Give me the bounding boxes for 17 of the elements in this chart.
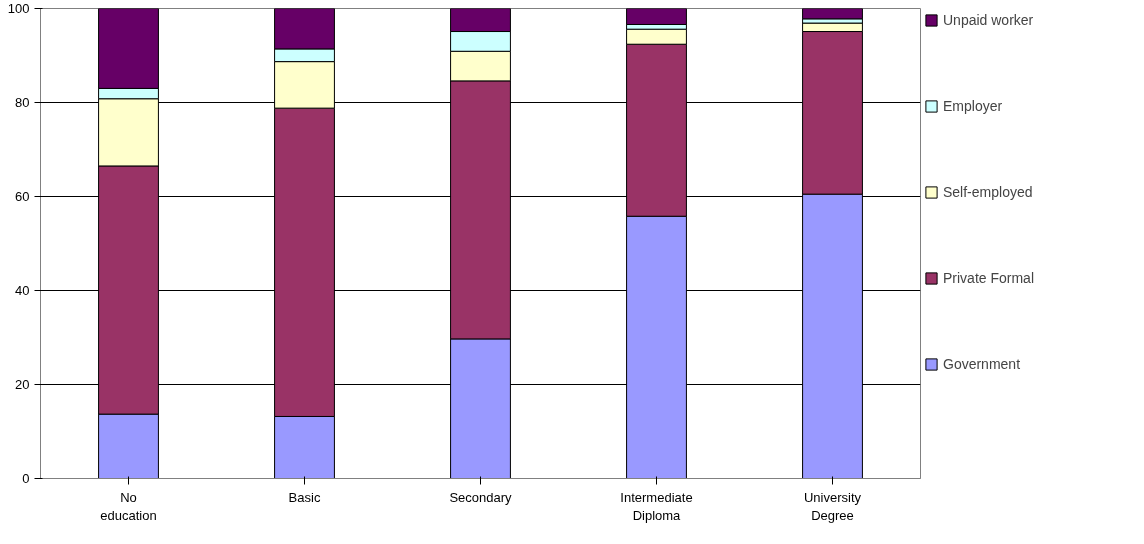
legend-label: Government [943, 356, 1021, 372]
x-tick-label: No education [100, 489, 157, 523]
x-tick-label: Intermediate Diploma [620, 489, 693, 523]
x-tick-label: Basic [288, 489, 321, 505]
x-tick-label: University Degree [803, 489, 862, 523]
bar [802, 8, 863, 20]
legend-label: Unpaid worker [943, 12, 1034, 28]
y-tick-label: 20 [15, 377, 30, 392]
legend-label: Employer [943, 98, 1003, 114]
y-tick-label: 60 [15, 189, 30, 204]
legend-label: Self-employed [943, 184, 1033, 200]
x-tick-label: Secondary [449, 489, 513, 505]
y-tick-label: 0 [22, 471, 30, 486]
y-tick-label: 100 [7, 1, 30, 16]
y-tick-label: 80 [15, 95, 30, 110]
y-tick-label: 40 [15, 283, 30, 298]
legend-label: Private Formal [943, 270, 1035, 286]
